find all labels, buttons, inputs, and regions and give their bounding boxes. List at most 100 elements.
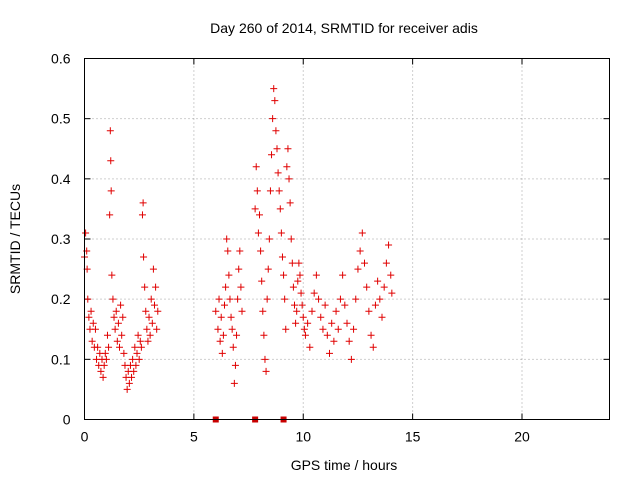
x-tick-label: 10 — [295, 429, 311, 445]
data-point — [216, 337, 224, 345]
data-point — [251, 205, 259, 213]
data-point — [385, 241, 393, 249]
data-point — [284, 145, 292, 153]
data-point — [299, 313, 307, 321]
data-point — [274, 169, 282, 177]
data-point — [256, 211, 263, 219]
data-point — [301, 331, 309, 339]
data-point — [87, 307, 95, 315]
data-point — [147, 295, 155, 303]
data-point — [97, 367, 105, 375]
data-point — [268, 151, 276, 159]
data-point — [135, 355, 143, 363]
data-point — [326, 349, 333, 357]
data-point — [378, 313, 386, 321]
data-point — [131, 343, 139, 351]
data-point — [259, 307, 267, 315]
data-point — [227, 313, 235, 321]
data-point — [238, 307, 246, 315]
data-point — [154, 307, 162, 315]
data-point — [332, 307, 340, 315]
data-point — [217, 313, 225, 321]
data-point — [319, 325, 327, 333]
data-point — [145, 313, 153, 321]
y-tick-label: 0.4 — [51, 171, 71, 187]
data-point — [336, 295, 344, 303]
data-point — [114, 319, 122, 327]
data-point — [264, 265, 272, 273]
data-point — [328, 319, 336, 327]
data-point — [117, 301, 125, 309]
data-point — [276, 205, 284, 213]
data-point — [257, 247, 265, 255]
data-point — [151, 301, 158, 309]
data-point — [291, 301, 298, 309]
data-point — [129, 355, 137, 363]
data-point — [321, 301, 329, 309]
data-point — [100, 361, 108, 369]
data-point — [292, 319, 300, 327]
data-point — [224, 247, 232, 255]
data-point — [107, 187, 115, 195]
data-point — [289, 283, 297, 291]
data-point — [231, 361, 239, 369]
y-tick-label: 0.2 — [51, 291, 71, 307]
data-point — [356, 247, 364, 255]
data-point — [297, 289, 305, 297]
data-point — [214, 325, 222, 333]
data-point — [310, 289, 318, 297]
data-point — [226, 295, 234, 303]
data-point — [123, 385, 131, 393]
x-tick-label: 5 — [190, 429, 198, 445]
data-point — [137, 343, 145, 351]
data-point — [293, 307, 301, 315]
plot-frame — [84, 58, 610, 420]
data-point — [215, 295, 223, 303]
y-tick-label: 0.1 — [51, 351, 71, 367]
data-point — [222, 283, 230, 291]
data-point — [298, 301, 306, 309]
data-point — [112, 307, 120, 315]
data-point — [382, 259, 390, 267]
data-point — [223, 235, 231, 243]
data-point — [271, 97, 279, 105]
data-point — [265, 235, 273, 243]
data-point — [82, 229, 90, 237]
data-point — [376, 295, 384, 303]
data-point — [280, 271, 288, 279]
data-point — [130, 367, 138, 375]
data-point — [118, 331, 126, 339]
data-point — [142, 307, 150, 315]
data-point — [258, 277, 266, 285]
data-point — [371, 301, 379, 309]
data-point — [361, 259, 368, 267]
data-point — [363, 283, 371, 291]
data-point — [266, 187, 274, 195]
data-point — [148, 319, 156, 327]
data-point — [277, 229, 285, 237]
data-point — [120, 349, 128, 357]
x-tick-label: 15 — [405, 429, 421, 445]
data-point — [296, 271, 304, 279]
y-tick-label: 0 — [63, 412, 71, 428]
data-point — [237, 283, 245, 291]
data-point — [380, 283, 388, 291]
data-point — [85, 313, 93, 321]
data-point — [84, 295, 92, 303]
data-point — [143, 325, 151, 333]
data-point — [254, 229, 262, 237]
data-point — [294, 277, 302, 285]
data-point — [282, 325, 290, 333]
data-point — [286, 199, 294, 207]
data-point — [306, 343, 314, 351]
data-point — [261, 355, 269, 363]
x-tick-label: 0 — [81, 429, 89, 445]
data-point — [283, 163, 291, 171]
data-point — [234, 295, 242, 303]
data-point — [107, 157, 115, 165]
data-point — [354, 265, 362, 273]
data-point — [339, 271, 347, 279]
data-point — [253, 187, 261, 195]
data-point — [111, 325, 119, 333]
x-axis-label: GPS time / hours — [291, 457, 398, 473]
